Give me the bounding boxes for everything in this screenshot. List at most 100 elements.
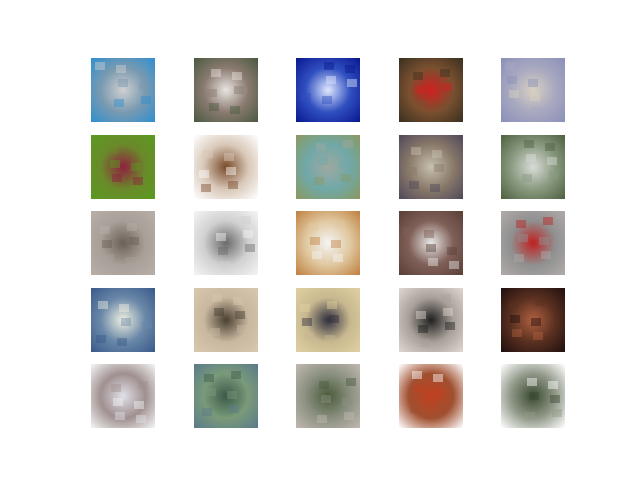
image-texture bbox=[331, 240, 341, 248]
image-texture bbox=[407, 167, 417, 175]
image-texture bbox=[434, 164, 444, 172]
image-texture bbox=[447, 247, 457, 255]
image-texture bbox=[327, 301, 337, 309]
image-texture bbox=[516, 220, 526, 228]
image-tile bbox=[194, 211, 258, 275]
image-texture bbox=[231, 371, 241, 379]
image-texture bbox=[210, 328, 220, 336]
image-texture bbox=[510, 315, 520, 323]
image-texture bbox=[142, 321, 152, 329]
image-texture bbox=[535, 298, 545, 306]
image-texture bbox=[526, 154, 536, 162]
image-texture bbox=[104, 254, 114, 262]
image-texture bbox=[110, 160, 120, 168]
image-tile bbox=[296, 58, 360, 122]
image-texture bbox=[430, 184, 440, 192]
image-texture bbox=[121, 318, 131, 326]
image-texture bbox=[127, 223, 137, 231]
image-texture bbox=[232, 72, 242, 80]
image-texture bbox=[115, 412, 125, 420]
image-tile bbox=[501, 211, 565, 275]
image-texture bbox=[435, 388, 445, 396]
image-texture bbox=[228, 181, 238, 189]
image-tile bbox=[91, 364, 155, 428]
image-texture bbox=[428, 258, 438, 266]
image-tile bbox=[296, 211, 360, 275]
image-texture bbox=[227, 391, 237, 399]
image-texture bbox=[314, 177, 324, 185]
image-texture bbox=[135, 143, 145, 151]
image-tile bbox=[399, 135, 463, 199]
image-tile bbox=[194, 364, 258, 428]
image-texture bbox=[343, 140, 353, 148]
image-texture bbox=[206, 388, 216, 396]
image-texture bbox=[138, 381, 148, 389]
image-texture bbox=[209, 103, 219, 111]
image-texture bbox=[214, 308, 224, 316]
image-texture bbox=[312, 251, 322, 259]
image-texture bbox=[316, 143, 326, 151]
image-texture bbox=[229, 405, 239, 413]
image-texture bbox=[418, 325, 428, 333]
image-tile bbox=[296, 364, 360, 428]
image-texture bbox=[341, 174, 351, 182]
image-texture bbox=[411, 147, 421, 155]
image-texture bbox=[216, 233, 226, 241]
image-texture bbox=[325, 335, 335, 343]
image-texture bbox=[424, 230, 434, 238]
image-texture bbox=[528, 79, 538, 87]
image-texture bbox=[346, 378, 356, 386]
image-tile bbox=[194, 135, 258, 199]
image-tile bbox=[501, 58, 565, 122]
image-texture bbox=[347, 79, 357, 87]
image-texture bbox=[201, 184, 211, 192]
sample-image bbox=[296, 135, 360, 199]
image-tile bbox=[399, 211, 463, 275]
image-texture bbox=[133, 177, 143, 185]
image-tile bbox=[194, 58, 258, 122]
sample-image bbox=[194, 135, 258, 199]
sample-image bbox=[399, 211, 463, 275]
image-texture bbox=[432, 150, 442, 158]
sample-image bbox=[501, 58, 565, 122]
image-texture bbox=[245, 244, 255, 252]
sample-image bbox=[91, 211, 155, 275]
image-texture bbox=[117, 338, 127, 346]
image-texture bbox=[241, 216, 251, 224]
image-texture bbox=[224, 153, 234, 161]
image-texture bbox=[235, 311, 245, 319]
image-texture bbox=[543, 217, 553, 225]
image-texture bbox=[220, 261, 230, 269]
image-texture bbox=[129, 237, 139, 245]
sample-image bbox=[501, 135, 565, 199]
image-texture bbox=[545, 143, 555, 151]
image-texture bbox=[449, 261, 459, 269]
sample-image bbox=[399, 364, 463, 428]
image-tile bbox=[91, 58, 155, 122]
image-texture bbox=[550, 395, 560, 403]
image-texture bbox=[533, 332, 543, 340]
image-texture bbox=[319, 381, 329, 389]
image-texture bbox=[509, 90, 519, 98]
image-tile bbox=[296, 135, 360, 199]
image-texture bbox=[525, 412, 535, 420]
sample-image bbox=[399, 135, 463, 199]
image-texture bbox=[413, 72, 423, 80]
image-texture bbox=[211, 69, 221, 77]
image-texture bbox=[548, 381, 558, 389]
image-tile bbox=[91, 288, 155, 352]
image-texture bbox=[539, 237, 549, 245]
image-texture bbox=[532, 107, 542, 115]
image-texture bbox=[233, 297, 243, 305]
image-tile bbox=[501, 364, 565, 428]
sample-image bbox=[501, 364, 565, 428]
image-texture bbox=[100, 226, 110, 234]
image-texture bbox=[505, 62, 515, 70]
image-texture bbox=[529, 392, 539, 400]
sample-image bbox=[91, 135, 155, 199]
image-texture bbox=[111, 384, 121, 392]
image-texture bbox=[530, 93, 540, 101]
image-texture bbox=[95, 62, 105, 70]
image-texture bbox=[322, 96, 332, 104]
